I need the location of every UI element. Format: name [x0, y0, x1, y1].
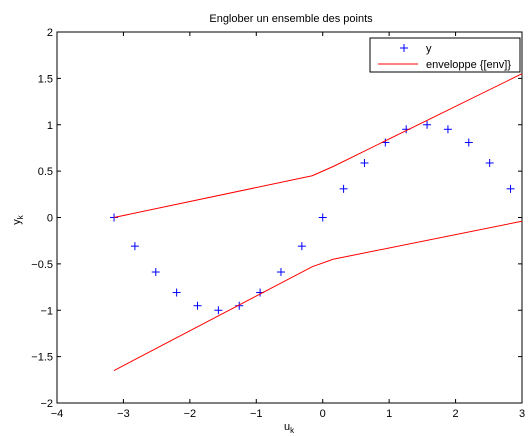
- data-point-marker: [151, 268, 160, 277]
- x-tick-label: −3: [117, 408, 130, 420]
- x-tick-label: −2: [184, 408, 197, 420]
- x-tick-label: 3: [519, 408, 525, 420]
- svg-text:yk: yk: [11, 214, 25, 225]
- svg-text:uk: uk: [284, 421, 295, 435]
- data-point-marker: [130, 242, 139, 251]
- data-point-marker: [360, 158, 369, 167]
- y-tick-label: −2: [40, 398, 53, 410]
- data-point-marker: [297, 242, 306, 251]
- data-point-marker: [339, 184, 348, 193]
- data-point-marker: [235, 301, 244, 310]
- legend-marker-y: [400, 44, 408, 52]
- series-layer: [110, 73, 523, 371]
- axes-box: [56, 31, 523, 404]
- data-point-marker: [485, 158, 494, 167]
- data-point-marker: [276, 268, 285, 277]
- envelope-upper-line: [113, 73, 523, 218]
- data-point-marker: [318, 213, 327, 222]
- x-tick-label: 0: [320, 408, 326, 420]
- y-tick-label: 0: [47, 213, 53, 225]
- y-tick-label: −1.5: [31, 352, 53, 364]
- envelope-lower-line: [113, 220, 523, 371]
- y-axis-label: yk: [11, 214, 25, 225]
- x-tick-label: 1: [386, 408, 392, 420]
- legend-box: [369, 37, 521, 73]
- data-point-marker: [506, 184, 515, 193]
- y-tick-label: 2: [47, 27, 53, 39]
- axis-ticks: −4 −3 −2 −1 0 1 2 3 −2 −1.5 −1 −0.5 0 0.5 1 1.5 2: [31, 27, 525, 420]
- y-tick-label: −0.5: [31, 259, 53, 271]
- legend: y enveloppe {[env]}: [369, 37, 521, 73]
- data-point-marker: [443, 125, 452, 134]
- legend-label-y: y: [426, 43, 432, 55]
- y-tick-label: 1.5: [38, 73, 53, 85]
- y-tick-label: 0.5: [38, 166, 53, 178]
- data-point-marker: [193, 301, 202, 310]
- data-point-marker: [172, 288, 181, 297]
- legend-label-enveloppe: enveloppe {[env]}: [426, 59, 511, 71]
- x-axis-label: uk: [284, 421, 295, 435]
- y-tick-label: −1: [40, 305, 53, 317]
- data-point-marker: [464, 138, 473, 147]
- data-point-marker: [214, 306, 223, 315]
- x-tick-label: −4: [51, 408, 64, 420]
- plot-area: −4 −3 −2 −1 0 1 2 3 −2 −1.5 −1 −0.5 0 0.5 1 1.5 2: [31, 27, 525, 420]
- y-tick-label: 1: [47, 120, 53, 132]
- x-tick-label: −1: [250, 408, 263, 420]
- data-point-marker: [423, 120, 432, 129]
- x-tick-label: 2: [453, 408, 459, 420]
- chart-title: Englober un ensemble des points: [209, 13, 373, 25]
